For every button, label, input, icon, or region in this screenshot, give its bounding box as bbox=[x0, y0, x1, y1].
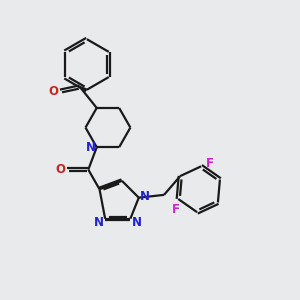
Text: O: O bbox=[55, 163, 65, 176]
Text: N: N bbox=[94, 216, 104, 229]
Text: N: N bbox=[140, 190, 150, 203]
Text: O: O bbox=[48, 85, 58, 98]
Text: F: F bbox=[206, 157, 214, 170]
Text: N: N bbox=[85, 141, 96, 154]
Text: N: N bbox=[131, 216, 142, 229]
Text: F: F bbox=[171, 203, 179, 216]
